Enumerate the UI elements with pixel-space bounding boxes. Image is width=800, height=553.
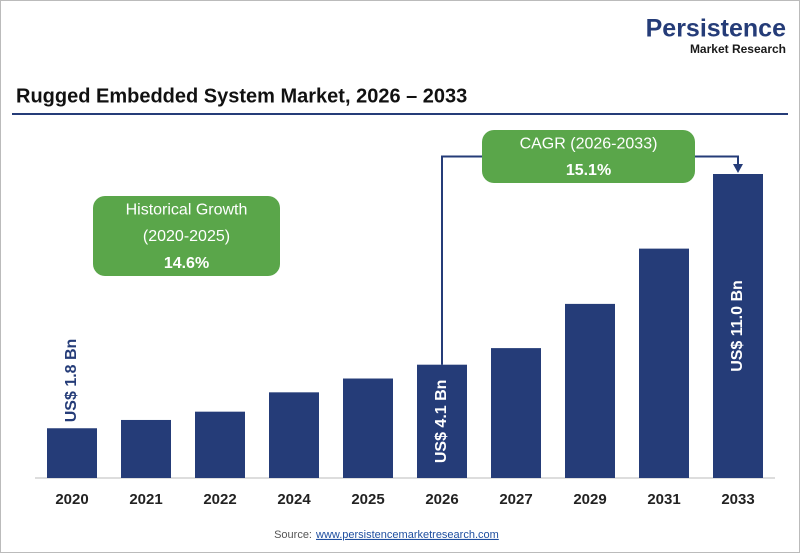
x-tick-label: 2026 [425,491,458,508]
x-tick-label: 2024 [277,491,311,508]
bar [491,348,541,478]
x-tick-label: 2027 [499,491,532,508]
logo-name: Persistence [646,15,786,43]
x-tick-label: 2031 [647,491,680,508]
value-label: US$ 1.8 Bn [63,339,80,423]
x-tick-label: 2021 [129,491,162,508]
x-tick-label: 2020 [55,491,88,508]
annotation-box [93,196,280,276]
annotation-text: (2020-2025) [143,228,230,245]
source-label: Source: [274,529,312,541]
annotation-text: Historical Growth [126,202,248,219]
arrow-head [733,164,743,173]
bar [269,392,319,478]
logo-tagline: Market Research [690,42,786,56]
x-tick-label: 2033 [721,491,754,508]
x-tick-label: 2022 [203,491,236,508]
value-label: US$ 11.0 Bn [729,280,746,372]
connector [695,155,739,166]
bar [121,419,171,478]
chart-title: Rugged Embedded System Market, 2026 – 20… [16,85,467,107]
bar [195,411,245,478]
connector [441,155,482,365]
bar [47,428,97,478]
annotation-text: CAGR (2026-2033) [520,135,658,152]
bar [713,174,763,478]
bar [565,303,615,478]
x-tick-label: 2025 [351,491,384,508]
bar [639,248,689,478]
annotation-box [482,130,695,183]
annotation-text: 14.6% [164,255,209,272]
annotation-text: 15.1% [566,162,611,179]
x-tick-label: 2029 [573,491,606,508]
value-label: US$ 4.1 Bn [433,380,450,464]
bar [343,378,393,478]
bar [417,364,467,478]
source-link[interactable]: www.persistencemarketresearch.com [315,529,499,541]
